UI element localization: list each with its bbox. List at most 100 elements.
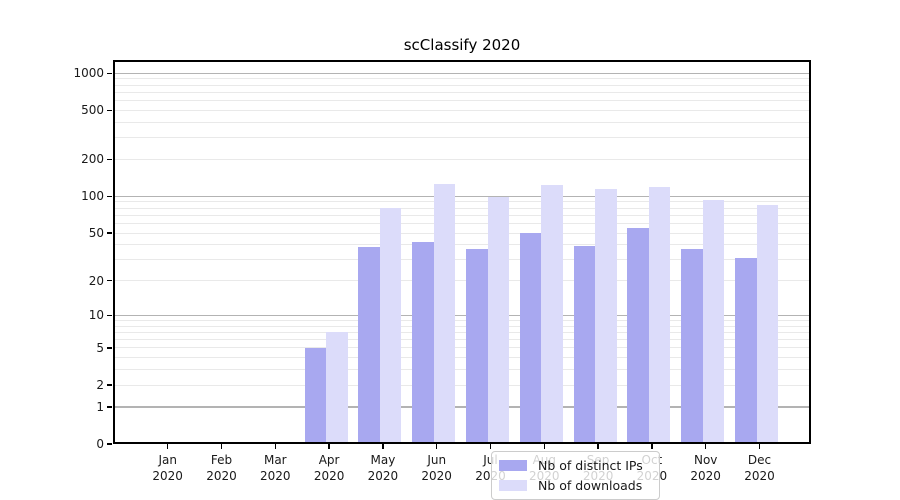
y-tick-mark xyxy=(107,314,112,317)
bar-ips-oct xyxy=(627,228,649,444)
minor-gridline xyxy=(113,384,811,386)
x-tick-mark xyxy=(597,444,599,449)
x-tick-mark xyxy=(382,444,384,449)
bar-downloads-sep xyxy=(595,189,617,444)
x-tick-year: 2020 xyxy=(313,469,345,483)
bar-downloads-oct xyxy=(648,186,671,444)
minor-gridline xyxy=(113,222,811,224)
y-tick-label: 0 xyxy=(96,437,104,451)
x-tick-year: 2020 xyxy=(260,469,291,483)
x-tick-mark xyxy=(435,444,438,449)
y-tick-mark xyxy=(107,232,112,234)
y-tick-label: 200 xyxy=(81,152,104,167)
y-tick-mark xyxy=(107,109,112,112)
x-tick-month: Jan xyxy=(158,453,177,467)
bar-downloads-nov xyxy=(702,199,725,444)
bar-ips-jun xyxy=(412,242,434,444)
y-tick-label: 1 xyxy=(96,399,104,414)
minor-gridline xyxy=(113,84,811,86)
x-tick-label: Jun 2020 xyxy=(407,452,467,484)
y-tick-mark xyxy=(107,406,112,408)
minor-gridline xyxy=(113,207,811,209)
y-tick-mark xyxy=(107,443,112,445)
legend-swatch-ips xyxy=(499,460,527,471)
y-tick-label: 2 xyxy=(96,378,104,393)
x-tick-mark xyxy=(543,444,546,449)
bar-ips-sep xyxy=(573,246,596,444)
minor-gridline xyxy=(113,232,811,234)
bar-downloads-may xyxy=(379,208,402,444)
y-tick-mark xyxy=(107,158,112,161)
bar-ips-nov xyxy=(681,248,703,444)
x-tick-month: Mar xyxy=(263,453,287,467)
legend-item-distinct-ips: Nb of distinct IPs xyxy=(499,458,651,473)
plot-area: Nb of distinct IPs Nb of downloads xyxy=(113,60,811,500)
x-tick-mark xyxy=(220,444,223,449)
legend-label-downloads: Nb of downloads xyxy=(538,478,643,493)
y-tick-label: 100 xyxy=(81,189,104,204)
x-tick-month: May xyxy=(370,453,396,467)
chart-title: scClassify 2020 xyxy=(403,36,521,54)
bar-downloads-jun xyxy=(433,184,456,444)
bar-downloads-jul xyxy=(487,197,509,444)
y-tick-label: 1000 xyxy=(73,66,104,81)
x-tick-mark xyxy=(274,444,277,449)
x-tick-year: 2020 xyxy=(367,469,399,483)
major-gridline xyxy=(113,72,811,74)
x-tick-year: 2020 xyxy=(690,469,721,483)
bar-ips-dec xyxy=(735,258,757,444)
minor-gridline xyxy=(113,244,811,246)
y-tick-label: 50 xyxy=(88,226,104,241)
y-tick-mark xyxy=(107,384,112,386)
x-tick-mark xyxy=(704,444,707,449)
minor-gridline xyxy=(113,357,811,359)
x-tick-label: Jan 2020 xyxy=(138,452,198,484)
bar-ips-aug xyxy=(519,233,542,444)
bar-ips-jul xyxy=(466,248,488,444)
minor-gridline xyxy=(113,91,811,93)
legend-swatch-downloads xyxy=(499,480,527,491)
minor-gridline xyxy=(113,158,811,160)
x-tick-year: 2020 xyxy=(152,469,183,483)
x-tick-label: Feb 2020 xyxy=(192,452,252,484)
minor-gridline xyxy=(113,339,811,341)
y-tick-mark xyxy=(107,195,112,198)
x-tick-label: Apr 2020 xyxy=(299,452,359,484)
bar-downloads-aug xyxy=(541,184,563,444)
x-tick-month: Apr xyxy=(318,453,340,467)
minor-gridline xyxy=(113,100,811,102)
minor-gridline xyxy=(113,201,811,203)
minor-gridline xyxy=(113,259,811,261)
minor-gridline xyxy=(113,347,811,349)
x-tick-label: May 2020 xyxy=(353,452,413,484)
x-tick-label: Dec 2020 xyxy=(730,452,790,484)
y-tick-label: 5 xyxy=(96,340,104,355)
minor-gridline xyxy=(113,319,811,321)
y-tick-mark xyxy=(107,347,112,349)
x-tick-year: 2020 xyxy=(744,469,775,483)
legend: Nb of distinct IPs Nb of downloads xyxy=(491,451,660,500)
major-gridline xyxy=(113,195,811,198)
y-tick-label: 500 xyxy=(81,103,104,118)
legend-item-downloads: Nb of downloads xyxy=(499,478,651,493)
minor-gridline xyxy=(113,121,811,123)
minor-gridline xyxy=(113,325,811,327)
minor-gridline xyxy=(113,109,811,111)
bar-downloads-apr xyxy=(326,332,348,444)
major-gridline xyxy=(113,406,811,408)
bar-ips-may xyxy=(358,247,380,444)
minor-gridline xyxy=(113,331,811,333)
x-tick-label: Mar 2020 xyxy=(245,452,305,484)
legend-label-ips: Nb of distinct IPs xyxy=(538,458,643,473)
x-tick-year: 2020 xyxy=(421,469,452,483)
x-tick-mark xyxy=(166,444,169,449)
y-tick-label: 20 xyxy=(88,273,104,288)
x-tick-mark xyxy=(489,444,492,449)
major-gridline xyxy=(113,314,811,317)
x-tick-month: Feb xyxy=(210,453,233,467)
x-tick-month: Dec xyxy=(747,453,772,467)
y-tick-mark xyxy=(107,279,112,282)
bar-downloads-dec xyxy=(756,205,778,444)
minor-gridline xyxy=(113,137,811,139)
